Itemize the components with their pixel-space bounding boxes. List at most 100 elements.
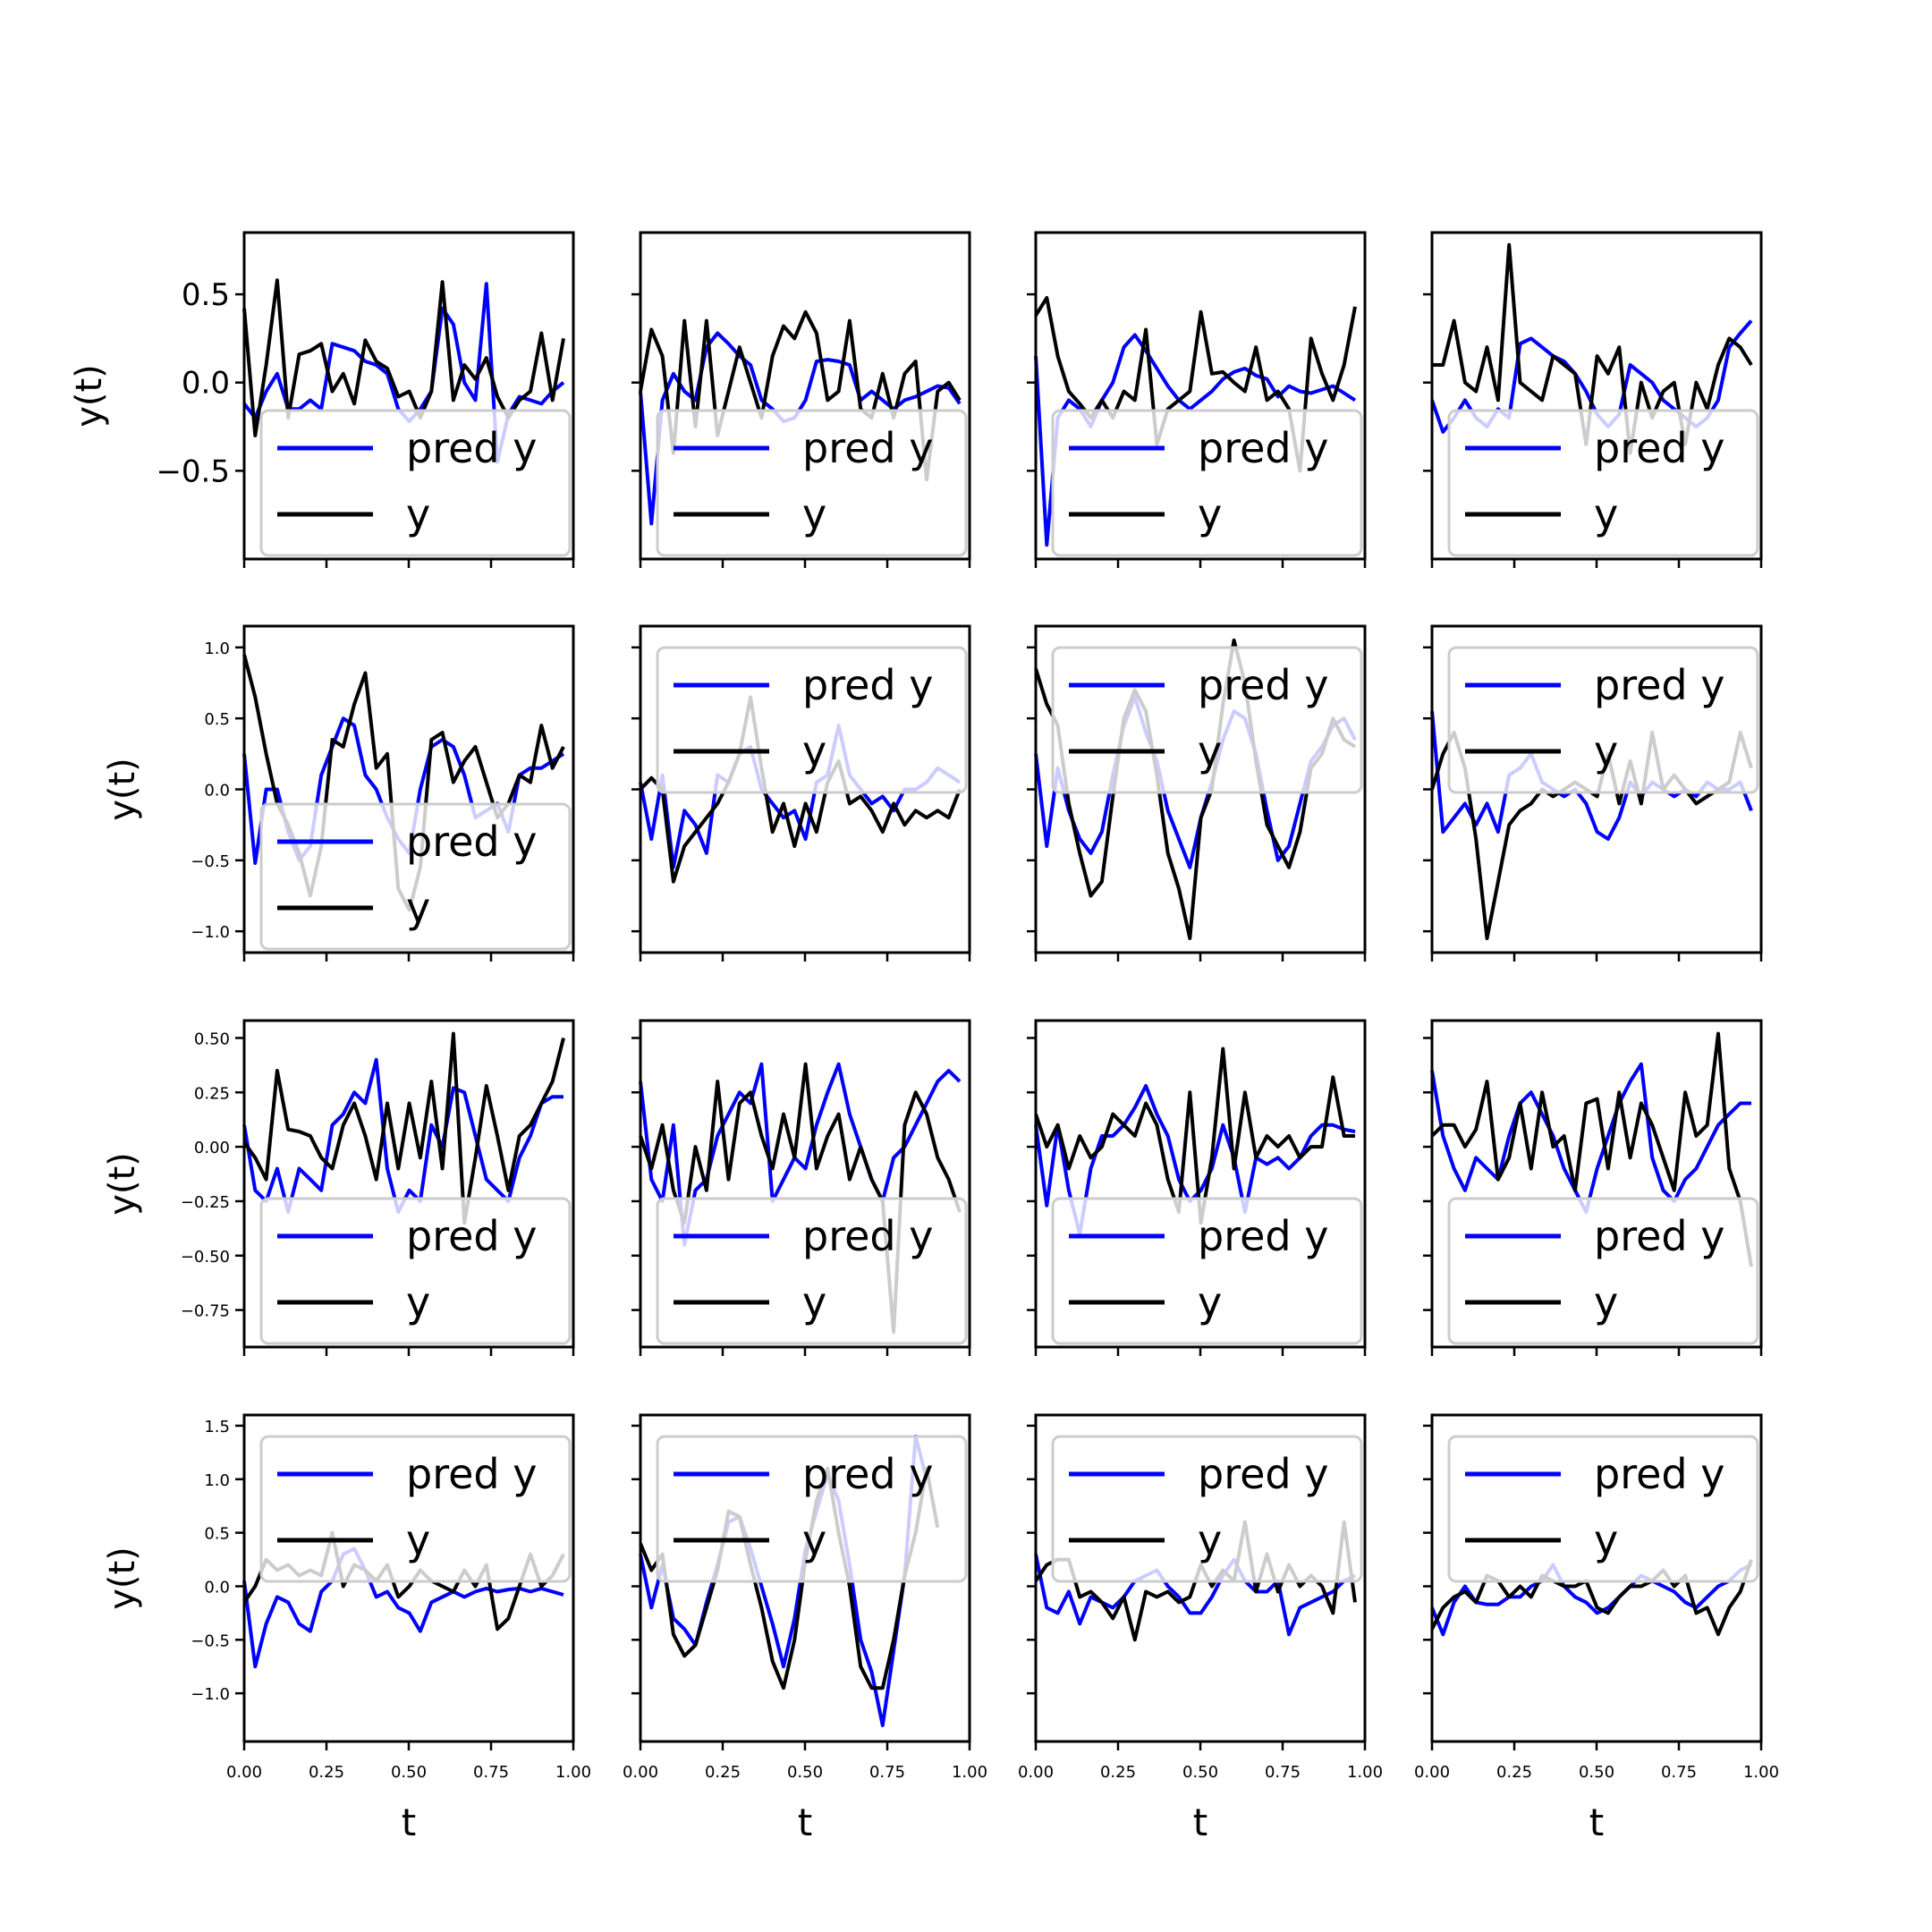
legend: pred y y — [259, 802, 572, 951]
y-tick-label: 0.5 — [204, 710, 230, 729]
y-tick-label: 1.0 — [204, 1471, 230, 1490]
legend: pred y y — [656, 1435, 968, 1583]
legend-label: y — [1594, 490, 1618, 538]
series-line-y — [242, 1031, 565, 1225]
x-axis-label: t — [402, 1801, 416, 1844]
x-tick-label: 0.25 — [705, 1763, 741, 1782]
y-tick-label: −0.5 — [191, 1631, 230, 1650]
legend-label: pred y — [1198, 1212, 1328, 1260]
legend-label: pred y — [406, 424, 537, 472]
series-line-y — [639, 309, 962, 482]
y-tick-label: 0.0 — [182, 366, 230, 402]
legend: pred y y — [259, 1435, 572, 1583]
legend-label: y — [1594, 1516, 1618, 1564]
y-tick-label: −0.75 — [181, 1302, 230, 1321]
series-line-y — [1034, 1046, 1355, 1225]
legend-label: y — [406, 490, 430, 538]
subplot-r2-c1: pred y y — [631, 1019, 971, 1356]
legend-label: pred y — [1594, 1212, 1724, 1260]
x-tick-label: 0.75 — [869, 1763, 905, 1782]
y-tick-label: 0.5 — [182, 277, 230, 313]
legend-label: pred y — [1594, 424, 1724, 472]
legend: pred y y — [1051, 409, 1363, 557]
legend-label: pred y — [802, 1450, 933, 1498]
legend: pred y y — [1447, 409, 1759, 557]
y-axis-label: y(t) — [102, 758, 143, 821]
legend: pred y y — [1447, 646, 1759, 794]
subplot-r1-c3: pred y y — [1423, 624, 1763, 962]
legend: pred y y — [259, 409, 572, 557]
legend-label: y — [1594, 727, 1618, 775]
series-line-pred-y — [639, 1434, 928, 1727]
legend: pred y y — [656, 646, 968, 794]
x-tick-label: 0.50 — [787, 1763, 823, 1782]
subplot-r3-c2: 0.00 0.25 0.50 0.75 1.00 t pred y y — [1018, 1413, 1383, 1844]
x-tick-label: 1.00 — [952, 1763, 987, 1782]
x-tick-label: 0.50 — [1579, 1763, 1614, 1782]
series-line-pred-y — [1430, 1062, 1751, 1215]
y-axis-label: y(t) — [102, 1546, 143, 1610]
series-line-pred-y — [1430, 1563, 1752, 1637]
subplot-r0-c0: −0.5 0.0 0.5 y(t) pred y y — [69, 231, 575, 568]
legend-label: pred y — [406, 1450, 537, 1498]
series-line-pred-y — [1430, 711, 1753, 841]
series-line-y — [639, 695, 962, 884]
legend-label: y — [1198, 727, 1222, 775]
x-axis-label: t — [1193, 1801, 1208, 1844]
y-axis-label: y(t) — [102, 1152, 143, 1216]
series-line-y — [1432, 242, 1753, 455]
legend-label: pred y — [406, 818, 537, 866]
legend: pred y y — [1051, 1435, 1363, 1583]
series-line-y — [639, 1062, 962, 1334]
legend: pred y y — [1447, 1197, 1759, 1345]
subplot-r2-c2: pred y y — [1027, 1019, 1367, 1356]
x-tick-label: 0.75 — [1661, 1763, 1697, 1782]
x-tick-label: 0.00 — [1018, 1763, 1054, 1782]
y-tick-label: 0.00 — [194, 1139, 230, 1157]
x-axis-label: t — [1589, 1801, 1604, 1844]
y-tick-label: 0.50 — [194, 1030, 230, 1048]
series-line-y — [1034, 638, 1357, 941]
subplot-r3-c3: 0.00 0.25 0.50 0.75 1.00 t pred y y — [1414, 1413, 1779, 1844]
x-tick-label: 0.25 — [1496, 1763, 1532, 1782]
x-tick-label: 0.25 — [1100, 1763, 1136, 1782]
subplot-r0-c3: pred y y — [1423, 231, 1763, 568]
legend-label: y — [802, 727, 826, 775]
series-line-pred-y — [1034, 1554, 1356, 1637]
legend-label: pred y — [802, 424, 933, 472]
legend-label: pred y — [406, 1212, 537, 1260]
legend: pred y y — [1051, 1197, 1363, 1345]
legend-label: pred y — [1594, 1450, 1724, 1498]
y-tick-label: 1.0 — [204, 640, 230, 658]
y-tick-label: −0.25 — [181, 1193, 230, 1212]
legend: pred y y — [1447, 1435, 1759, 1583]
x-axis-label: t — [798, 1801, 812, 1844]
x-tick-label: 0.00 — [226, 1763, 262, 1782]
series-line-pred-y — [1034, 695, 1357, 869]
legend-label: pred y — [1198, 661, 1328, 709]
legend-label: pred y — [1594, 661, 1724, 709]
legend-label: y — [1594, 1278, 1618, 1326]
series-line-pred-y — [242, 1546, 564, 1669]
subplot-r2-c3: pred y y — [1423, 1019, 1763, 1356]
subplot-r3-c0: −1.0 −0.5 0.0 0.5 1.0 1.5 0.00 0.25 0.50 0.75 1.00… — [102, 1413, 591, 1844]
y-tick-label: −0.50 — [181, 1248, 230, 1267]
legend-label: y — [1198, 1278, 1222, 1326]
x-tick-label: 0.50 — [1182, 1763, 1218, 1782]
x-tick-label: 1.00 — [555, 1763, 591, 1782]
y-tick-label: 0.5 — [204, 1525, 230, 1544]
legend-label: pred y — [802, 1212, 933, 1260]
x-tick-label: 1.00 — [1347, 1763, 1383, 1782]
x-tick-label: 0.00 — [623, 1763, 658, 1782]
subplot-r0-c2: pred y y — [1027, 231, 1367, 568]
legend-label: pred y — [802, 661, 933, 709]
subplot-r1-c0: −1.0 −0.5 0.0 0.5 1.0 y(t) pred y y — [102, 624, 575, 962]
legend-label: y — [406, 1516, 430, 1564]
x-tick-label: 0.25 — [309, 1763, 344, 1782]
subplot-r2-c0: −0.75 −0.50 −0.25 0.00 0.25 0.50 y(t) pred y y — [102, 1019, 575, 1356]
y-tick-label: 0.0 — [204, 1578, 230, 1597]
y-tick-label: 0.0 — [204, 782, 230, 801]
x-tick-label: 0.50 — [391, 1763, 427, 1782]
subplot-r1-c2: pred y y — [1027, 624, 1367, 962]
y-tick-label: −1.0 — [191, 923, 230, 942]
